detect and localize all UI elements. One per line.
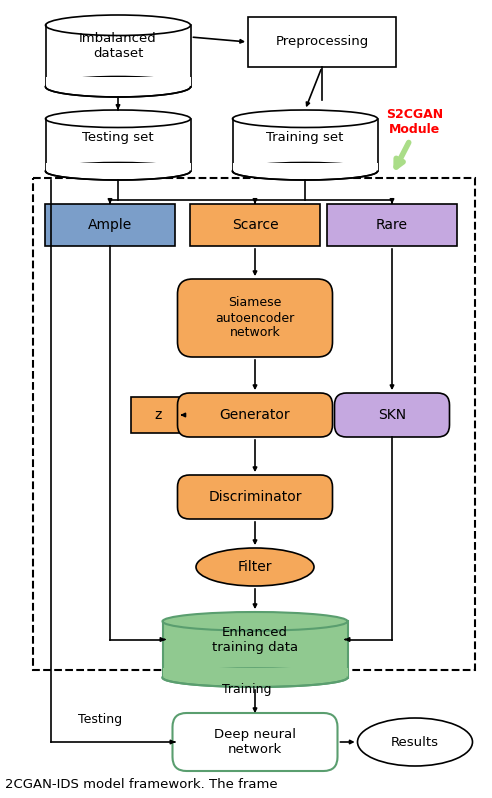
Text: Ample: Ample (88, 218, 132, 232)
Text: Discriminator: Discriminator (208, 490, 302, 504)
FancyBboxPatch shape (178, 475, 333, 519)
Ellipse shape (45, 163, 190, 180)
Text: Enhanced
training data: Enhanced training data (212, 626, 298, 654)
Text: Siamese
autoencoder
network: Siamese autoencoder network (215, 297, 295, 339)
Ellipse shape (358, 718, 472, 766)
Text: Scarce: Scarce (232, 218, 278, 232)
Bar (33, 178, 475, 670)
Text: Training set: Training set (266, 131, 344, 144)
FancyBboxPatch shape (178, 393, 333, 437)
Text: Deep neural
network: Deep neural network (214, 728, 296, 756)
Bar (130, 397, 185, 433)
Bar (233, 119, 377, 172)
Text: Imbalanced
dataset: Imbalanced dataset (79, 32, 157, 60)
Bar (45, 77, 190, 87)
Bar (45, 119, 190, 172)
Bar (45, 204, 175, 246)
Text: Rare: Rare (376, 218, 408, 232)
Bar (190, 204, 320, 246)
Bar (162, 668, 347, 678)
Text: Results: Results (391, 736, 439, 749)
FancyBboxPatch shape (173, 713, 338, 771)
Ellipse shape (233, 110, 377, 128)
Ellipse shape (162, 612, 347, 630)
Text: Filter: Filter (238, 560, 272, 574)
Bar (45, 26, 190, 87)
Bar (45, 163, 190, 172)
Text: Generator: Generator (220, 408, 290, 422)
Text: Testing set: Testing set (82, 131, 154, 144)
FancyBboxPatch shape (335, 393, 450, 437)
Ellipse shape (196, 548, 314, 586)
Bar (248, 17, 396, 67)
Text: z: z (154, 408, 162, 422)
FancyBboxPatch shape (178, 279, 333, 357)
Text: Training: Training (222, 684, 272, 697)
Ellipse shape (45, 110, 190, 128)
Text: Testing: Testing (78, 713, 122, 726)
Text: S2CGAN
Module: S2CGAN Module (386, 108, 444, 136)
Text: 2CGAN-IDS model framework. The frame: 2CGAN-IDS model framework. The frame (5, 779, 277, 792)
Text: SKN: SKN (378, 408, 406, 422)
Ellipse shape (45, 77, 190, 97)
Text: Preprocessing: Preprocessing (276, 35, 369, 49)
Ellipse shape (162, 668, 347, 687)
Bar (233, 163, 377, 172)
Ellipse shape (45, 15, 190, 35)
Ellipse shape (233, 163, 377, 180)
Bar (162, 622, 347, 678)
Bar (327, 204, 457, 246)
